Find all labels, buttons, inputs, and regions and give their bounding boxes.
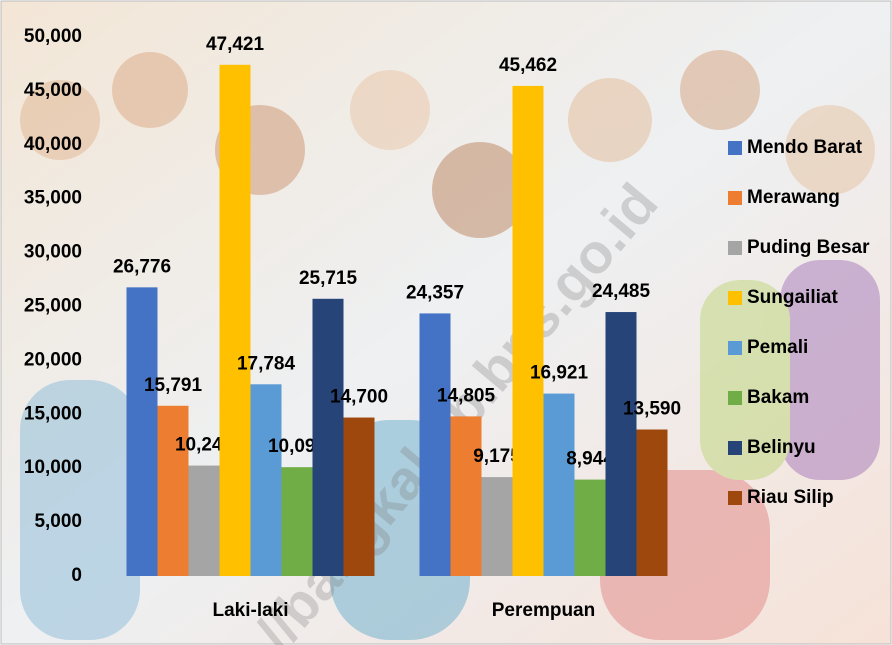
legend-swatch xyxy=(728,491,742,505)
bar xyxy=(158,406,189,576)
page: {"chart_data": {"type": "bar", "categori… xyxy=(0,0,892,645)
value-label: 47,421 xyxy=(206,34,265,55)
legend-swatch xyxy=(728,191,742,205)
y-tick-label: 25,000 xyxy=(24,296,82,317)
value-label: 14,700 xyxy=(330,387,388,408)
y-tick-label: 10,000 xyxy=(24,457,82,478)
value-label: 26,776 xyxy=(113,256,171,277)
bar xyxy=(251,384,282,576)
legend-label: Belinyu xyxy=(747,437,816,458)
value-label: 15,791 xyxy=(144,375,203,396)
legend-label: Mendo Barat xyxy=(747,137,863,158)
x-tick-label: Perempuan xyxy=(492,600,595,621)
value-label: 13,590 xyxy=(623,399,681,420)
bar xyxy=(127,287,158,576)
legend-swatch xyxy=(728,391,742,405)
chart: //bangkakab.bps.go.id 05,00010,00015,000… xyxy=(0,0,892,645)
bar xyxy=(575,480,606,576)
y-tick-label: 15,000 xyxy=(24,403,82,424)
y-tick-label: 0 xyxy=(71,565,82,586)
bar xyxy=(189,466,220,576)
value-label: 14,805 xyxy=(437,385,496,406)
legend-swatch xyxy=(728,241,742,255)
y-tick-label: 5,000 xyxy=(34,511,82,532)
value-label: 45,462 xyxy=(499,55,557,76)
legend-label: Bakam xyxy=(747,387,809,408)
legend-label: Puding Besar xyxy=(747,237,870,258)
bar xyxy=(637,429,668,576)
y-tick-label: 50,000 xyxy=(24,26,82,47)
value-label: 16,921 xyxy=(530,363,589,384)
legend-swatch xyxy=(728,441,742,455)
value-label: 24,485 xyxy=(592,281,651,302)
bar xyxy=(482,477,513,576)
legend-swatch xyxy=(728,291,742,305)
x-tick-label: Laki-laki xyxy=(212,600,288,621)
legend-label: Pemali xyxy=(747,337,808,358)
legend-label: Sungailiat xyxy=(747,287,838,308)
value-label: 25,715 xyxy=(299,268,358,289)
y-tick-label: 20,000 xyxy=(24,349,82,370)
y-tick-label: 30,000 xyxy=(24,242,82,263)
bar xyxy=(220,65,251,576)
bar xyxy=(313,299,344,576)
y-tick-label: 35,000 xyxy=(24,188,82,209)
bar xyxy=(344,418,375,576)
legend-label: Merawang xyxy=(747,187,840,208)
value-label: 17,784 xyxy=(237,353,296,374)
value-label: 24,357 xyxy=(406,282,464,303)
legend-label: Riau Silip xyxy=(747,487,834,508)
bar xyxy=(420,313,451,576)
bar xyxy=(282,467,313,576)
bar xyxy=(544,394,575,576)
legend-swatch xyxy=(728,141,742,155)
y-tick-label: 45,000 xyxy=(24,80,82,101)
bar xyxy=(513,86,544,576)
legend-swatch xyxy=(728,341,742,355)
y-tick-label: 40,000 xyxy=(24,134,82,155)
bar xyxy=(606,312,637,576)
bar xyxy=(451,416,482,576)
